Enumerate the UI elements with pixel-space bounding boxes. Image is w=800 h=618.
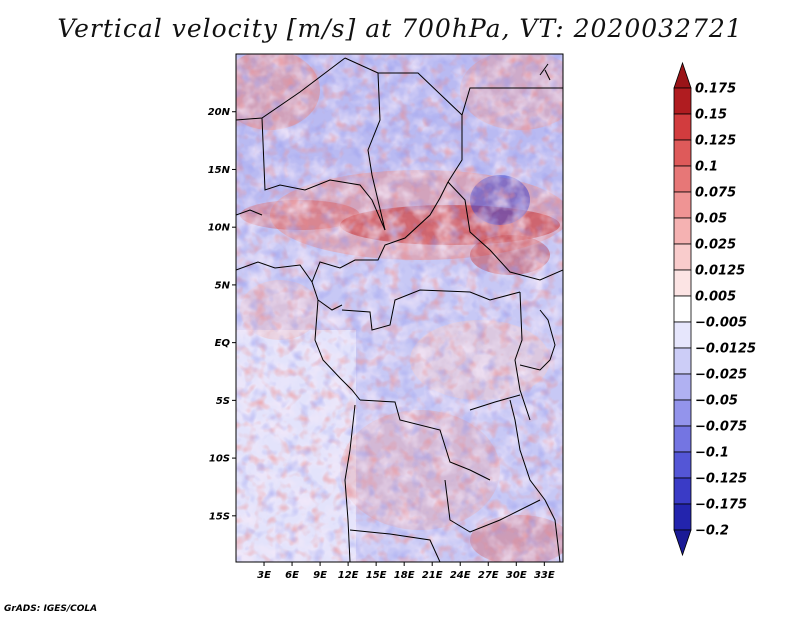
- lat-label: 20N: [208, 107, 231, 118]
- colorbar-segment: [673, 139, 692, 167]
- colorbar-segment: [673, 321, 692, 349]
- colorbar-segment: [673, 113, 692, 141]
- colorbar-label: −0.075: [695, 420, 747, 435]
- colorbar-segment: [673, 269, 692, 297]
- colorbar-label: 0.15: [695, 108, 727, 123]
- velocity-field: [236, 54, 563, 562]
- colorbar-segment: [673, 165, 692, 193]
- colorbar-label: −0.1: [695, 446, 729, 461]
- lat-label: 10S: [209, 454, 230, 465]
- colorbar-segment: [673, 243, 692, 271]
- lat-label: 10N: [208, 223, 231, 234]
- colorbar-bottom-arrow: [673, 529, 692, 557]
- colorbar: 0.175 0.15 0.125 0.1 0.075 0.05 0.025 0.0125 0.0…: [673, 61, 756, 557]
- lon-label: 3E: [257, 570, 271, 581]
- colorbar-segment: [673, 87, 692, 115]
- lon-label: 15E: [366, 570, 387, 581]
- colorbar-segment: [673, 477, 692, 505]
- lon-label: 6E: [285, 570, 299, 581]
- lon-label: 24E: [450, 570, 471, 581]
- colorbar-segment: [673, 399, 692, 427]
- grads-credit: GrADS: IGES/COLA: [4, 604, 98, 614]
- plot-frame: [235, 53, 564, 563]
- lon-label: 9E: [313, 570, 327, 581]
- lat-label: 5S: [216, 396, 230, 407]
- colorbar-label: −0.175: [695, 498, 747, 513]
- colorbar-segment: [673, 373, 692, 401]
- colorbar-label: −0.2: [695, 524, 729, 539]
- lon-label: 27E: [478, 570, 499, 581]
- lat-label: 5N: [215, 280, 231, 291]
- colorbar-label: −0.05: [695, 394, 738, 409]
- colorbar-label: −0.0125: [695, 342, 756, 357]
- country-borders: [236, 57, 563, 562]
- colorbar-label: 0.0125: [695, 264, 745, 279]
- longitude-axis: 3E 6E 9E 12E 15E 18E 21E 24E 27E 30E 33E: [257, 562, 555, 581]
- lon-label: 18E: [394, 570, 415, 581]
- colorbar-segment: [673, 295, 692, 323]
- colorbar-segment: [673, 191, 692, 219]
- colorbar-label: 0.075: [695, 186, 736, 201]
- lat-label: 15S: [209, 511, 230, 522]
- colorbar-segment: [673, 425, 692, 453]
- colorbar-label: −0.125: [695, 472, 747, 487]
- lat-label: EQ: [215, 338, 231, 349]
- lon-label: 33E: [534, 570, 555, 581]
- lat-label: 15N: [208, 165, 231, 176]
- lon-label: 21E: [422, 570, 443, 581]
- lon-label: 30E: [506, 570, 527, 581]
- colorbar-label: 0.025: [695, 238, 736, 253]
- colorbar-label: −0.025: [695, 368, 747, 383]
- colorbar-segment: [673, 451, 692, 479]
- colorbar-top-arrow: [673, 61, 692, 89]
- colorbar-segment: [673, 217, 692, 245]
- colorbar-label: 0.005: [695, 290, 736, 305]
- colorbar-label: 0.125: [695, 134, 736, 149]
- colorbar-label: 0.1: [695, 160, 718, 175]
- colorbar-segment: [673, 503, 692, 531]
- colorbar-label: 0.05: [695, 212, 727, 227]
- lon-label: 12E: [338, 570, 359, 581]
- latitude-axis: 20N 15N 10N 5N EQ 5S 10S 15S: [208, 107, 236, 522]
- chart-title: Vertical velocity [m/s] at 700hPa, VT: 2…: [57, 14, 743, 43]
- colorbar-label: 0.175: [695, 82, 736, 97]
- colorbar-label: −0.005: [695, 316, 747, 331]
- colorbar-segment: [673, 347, 692, 375]
